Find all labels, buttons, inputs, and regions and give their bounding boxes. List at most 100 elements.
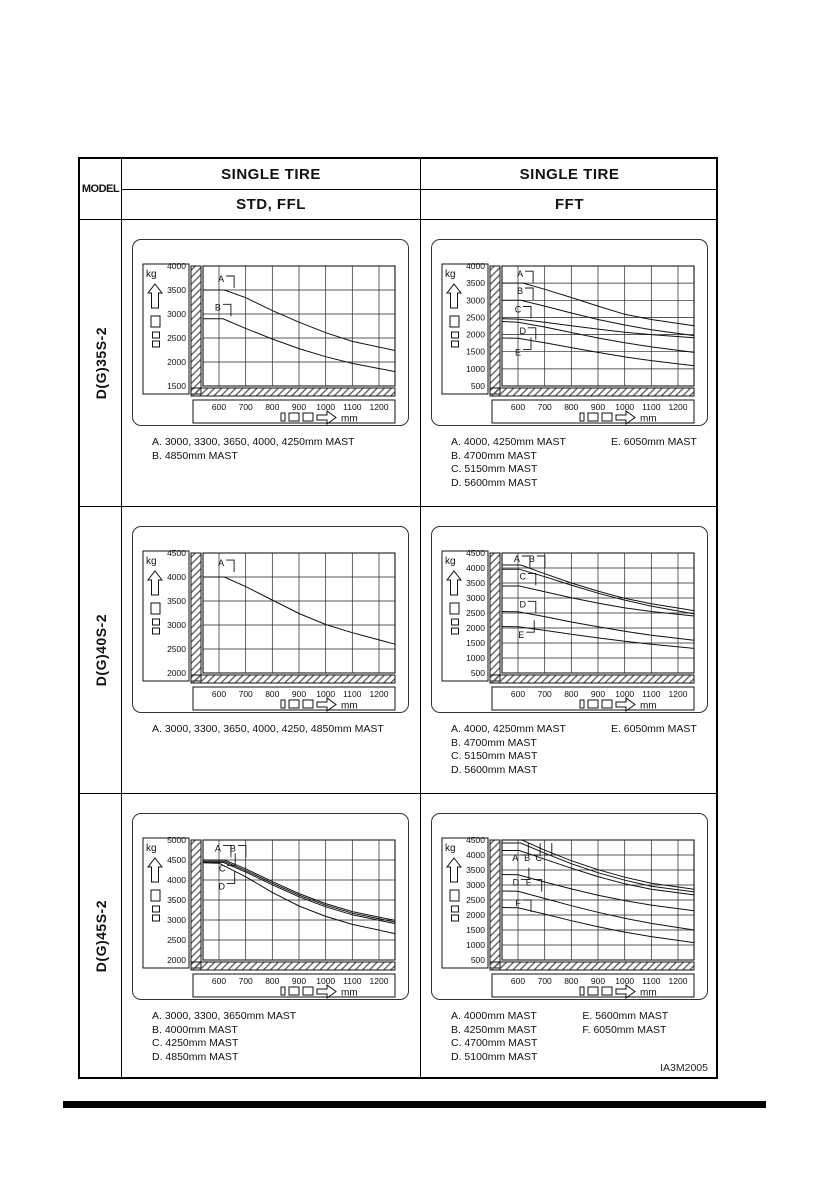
- plot-area: A: [202, 552, 396, 674]
- x-tick-label: 700: [538, 976, 552, 986]
- model-header-label: MODEL: [81, 183, 120, 195]
- document-code: IA3M2005: [660, 1062, 708, 1074]
- curve-label-leader: [237, 844, 247, 858]
- x-tick-label: 1100: [343, 689, 362, 699]
- curve-label-leader: [226, 871, 236, 884]
- capacity-curve-A: [502, 282, 695, 327]
- x-tick-label: 900: [292, 689, 306, 699]
- curve-label-B: B: [524, 853, 530, 863]
- y-axis-unit-label: kg: [445, 269, 456, 280]
- curve-label-B: B: [230, 843, 236, 853]
- y-tick-label: 2500: [466, 608, 485, 618]
- x-tick-label: 700: [239, 976, 253, 986]
- x-axis-box: 600 700 800 900 1000 1100 1200 mm: [491, 686, 695, 712]
- curve-label-leader: [521, 555, 531, 568]
- x-axis-unit-label: mm: [640, 701, 657, 712]
- capacity-chart-panel: kg 4500 4000 3500 3000 2500 2000 1500 1000 500 A B C…: [431, 813, 708, 1000]
- y-tick-label: 4500: [466, 835, 485, 845]
- y-tick-label: 1000: [466, 653, 485, 663]
- curve-label-B: B: [215, 302, 221, 312]
- curve-label-A: A: [218, 558, 224, 568]
- axis-floor-hatch: [489, 961, 695, 971]
- legend-line: B. 4700mm MAST: [451, 449, 537, 462]
- load-up-arrow-icon: [146, 857, 164, 883]
- model-label: D(G)35S-2: [92, 326, 109, 400]
- capacity-curve-D: [501, 611, 695, 641]
- x-axis-unit-label: mm: [341, 701, 358, 712]
- chart-cell-40s-fft: kg 4500 4000 3500 3000 2500 2000 1500 1000 500 A B C…: [421, 507, 718, 794]
- x-axis-box: 600 700 800 900 1000 1100 1200 mm: [491, 973, 695, 999]
- curve-label-leader: [222, 844, 232, 858]
- legend-line: C. 4250mm MAST: [152, 1037, 239, 1049]
- model-label: D(G)40S-2: [92, 613, 109, 687]
- y-tick-label: 4500: [167, 855, 186, 865]
- capacity-chart-panel: kg 4500 4000 3500 3000 2500 2000 1500 1000 500 A B C…: [431, 526, 708, 713]
- load-center-glyph-icon: [280, 699, 314, 709]
- curve-label-B: B: [529, 554, 535, 564]
- col2-subheader-cell: FFT: [421, 190, 718, 220]
- curve-label-leader: [536, 555, 546, 568]
- legend-column: E. 6050mm MAST: [611, 723, 697, 777]
- load-up-arrow-icon: [445, 857, 463, 883]
- mast-legend: A. 3000, 3300, 3650mm MAST B. 4000mm MAST…: [152, 1010, 296, 1064]
- curve-label-E: E: [518, 630, 524, 640]
- load-capacity-table: MODEL SINGLE TIRE SINGLE TIRE STD, FFL F…: [78, 157, 718, 1079]
- y-tick-label: 5000: [167, 835, 186, 845]
- x-tick-label: 1000: [316, 689, 335, 699]
- x-tick-label: 1100: [642, 976, 661, 986]
- y-tick-label: 2500: [167, 644, 186, 654]
- x-tick-label: 1200: [669, 689, 688, 699]
- x-tick-label: 800: [265, 689, 279, 699]
- capacity-curve-A: [203, 859, 396, 921]
- capacity-curve-B: [203, 318, 396, 373]
- x-tick-label: 800: [564, 976, 578, 986]
- load-center-glyph-icon: [280, 986, 314, 996]
- right-arrow-icon: [316, 410, 337, 425]
- right-arrow-icon: [316, 984, 337, 999]
- curve-label-leader: [226, 275, 235, 288]
- x-tick-label: 700: [239, 689, 253, 699]
- x-tick-label: 1100: [642, 689, 661, 699]
- y-tick-label: 3500: [167, 285, 186, 295]
- capacity-curve-A: [502, 839, 695, 890]
- axis-floor-hatch: [190, 961, 396, 971]
- plot-area: AB: [202, 265, 396, 387]
- x-tick-label: 600: [212, 402, 226, 412]
- curve-label-A: A: [517, 269, 523, 279]
- model-header-cell: MODEL: [80, 159, 122, 220]
- curve-label-leader: [532, 843, 541, 856]
- y-tick-label: 2500: [466, 312, 485, 322]
- curve-label-B: B: [517, 286, 523, 296]
- capacity-curve-B: [502, 299, 695, 337]
- y-tick-label: 2000: [167, 955, 186, 965]
- capacity-curve-F: [501, 907, 695, 944]
- capacity-curve-A: [203, 576, 396, 645]
- capacity-curve-C: [502, 585, 695, 617]
- curve-label-A: A: [512, 853, 518, 863]
- load-up-arrow-icon: [445, 570, 463, 596]
- legend-line: C. 5150mm MAST: [451, 463, 538, 475]
- plot-area: A BCD: [202, 839, 396, 961]
- capacity-chart-svg: kg 4000 3500 3000 2500 2000 1500 1000 500 ABC D E 60…: [441, 261, 695, 425]
- x-axis-box: 600 700 800 900 1000 1100 1200 mm: [192, 686, 396, 712]
- y-axis-unit-label: kg: [445, 556, 456, 567]
- load-text-glyph-icon: [449, 602, 460, 635]
- y-tick-label: 1000: [466, 940, 485, 950]
- capacity-chart-svg: kg 5000 4500 4000 3500 3000 2500 2000 A BCD 600 700…: [142, 835, 396, 999]
- legend-line: D. 5600mm MAST: [451, 763, 538, 776]
- chart-cell-40s-std: kg 4500 4000 3500 3000 2500 2000 A 600 700 800 900 1…: [122, 507, 421, 794]
- axis-floor-hatch: [190, 674, 396, 684]
- legend-column: A. 4000, 4250mm MAST B. 4700mm MAST C. 515…: [451, 723, 566, 777]
- y-axis-box: kg 4000 3500 3000 2500 2000 1500 1000 500: [441, 261, 489, 395]
- x-tick-label: 1100: [343, 402, 362, 412]
- legend-column: A. 3000, 3300, 3650, 4000, 4250, 4850mm …: [152, 723, 384, 737]
- curve-label-C: C: [219, 863, 226, 873]
- y-tick-label: 2500: [466, 895, 485, 905]
- legend-line: A. 3000, 3300, 3650, 4000, 4250mm MAST: [152, 436, 355, 448]
- legend-column: E. 6050mm MAST: [611, 436, 697, 490]
- plot-area: A B C D EF: [501, 839, 695, 961]
- capacity-chart-panel: kg 5000 4500 4000 3500 3000 2500 2000 A B C D 600 700…: [132, 813, 409, 1000]
- legend-line: A. 3000, 3300, 3650mm MAST: [152, 1010, 297, 1022]
- model-label: D(G)45S-2: [92, 900, 109, 973]
- y-axis-box: kg 4000 3500 3000 2500 2000 1500: [142, 261, 190, 395]
